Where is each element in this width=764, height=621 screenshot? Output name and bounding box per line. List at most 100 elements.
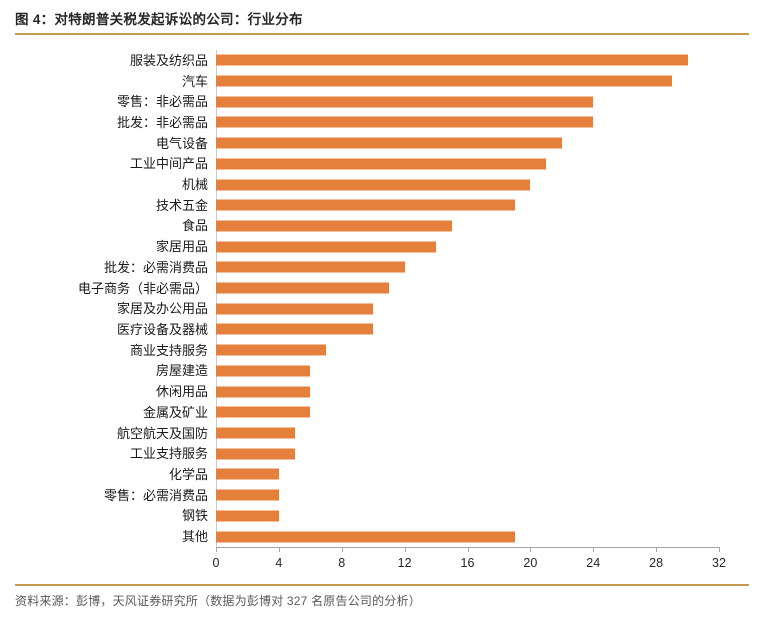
bar-track [216,298,719,319]
bar-chart-rows: 服装及纺织品汽车零售：非必需品批发：非必需品电气设备工业中间产品机械技术五金食品… [0,50,719,547]
bar [216,303,374,315]
x-tick-mark [530,547,532,552]
bar-row: 服装及纺织品 [0,50,719,71]
bar [216,489,279,501]
category-label: 汽车 [181,73,208,89]
bar [216,241,437,253]
bar [216,282,389,294]
x-tick-label: 20 [523,556,538,570]
x-tick-mark [593,547,595,552]
category-label: 零售：必需消费品 [103,487,208,503]
bar-row: 零售：非必需品 [0,91,719,112]
x-tick-mark [719,547,720,552]
x-tick-label: 0 [212,556,220,570]
category-label: 家居及办公用品 [116,301,208,317]
category-label: 休闲用品 [155,384,208,400]
x-tick-label: 4 [275,556,283,570]
bar-row: 电子商务（非必需品） [0,278,719,299]
category-label: 工业中间产品 [129,156,208,172]
x-tick-label: 32 [712,556,726,570]
bar [216,510,279,522]
bar-track [216,71,719,92]
category-label: 工业支持服务 [129,446,208,462]
bar-row: 化学品 [0,464,719,485]
bar-row: 医疗设备及器械 [0,319,719,340]
bar-row: 家居用品 [0,236,719,257]
bar-row: 食品 [0,216,719,237]
bar [216,75,672,87]
bar-track [216,112,719,133]
bar-track [216,133,719,154]
category-label: 其他 [181,529,208,545]
bar-track [216,236,719,257]
category-label: 电气设备 [155,135,208,151]
category-label: 化学品 [168,466,208,482]
x-tick-mark [278,547,280,552]
category-label: 金属及矿业 [142,404,208,420]
bar-row: 金属及矿业 [0,402,719,423]
bar [216,137,562,149]
bar-track [216,505,719,526]
bar [216,179,531,191]
bar-row: 零售：必需消费品 [0,485,719,506]
bar-row: 技术五金 [0,195,719,216]
x-tick-mark [656,547,658,552]
bar-track [216,319,719,340]
bar [216,531,515,543]
bar-track [216,216,719,237]
source-note: 资料来源：彭博，天风证券研究所（数据为彭博对 327 名原告公司的分析） [15,594,421,608]
category-label: 批发：非必需品 [116,114,208,130]
bar-row: 家居及办公用品 [0,298,719,319]
bar-row: 汽车 [0,71,719,92]
category-label: 技术五金 [155,197,208,213]
x-tick-label: 8 [338,556,346,570]
bar-row: 房屋建造 [0,361,719,382]
bar-track [216,443,719,464]
bar-track [216,154,719,175]
category-label: 医疗设备及器械 [116,321,208,337]
bar-track [216,423,719,444]
bar [216,427,295,439]
bar [216,468,279,480]
bar [216,116,594,128]
bar-track [216,174,719,195]
footer-rule [15,584,749,586]
category-label: 电子商务（非必需品） [77,280,208,296]
bar-track [216,485,719,506]
bar [216,261,405,273]
bar [216,406,311,418]
bar-row: 电气设备 [0,133,719,154]
bar-row: 商业支持服务 [0,340,719,361]
bar-track [216,381,719,402]
category-label: 机械 [181,177,208,193]
bar-track [216,526,719,547]
category-label: 家居用品 [155,239,208,255]
page-title: 图 4：对特朗普关税发起诉讼的公司：行业分布 [15,12,303,27]
bar-row: 批发：非必需品 [0,112,719,133]
bar-track [216,278,719,299]
category-label: 批发：必需消费品 [103,259,208,275]
bar [216,344,327,356]
bar-row: 批发：必需消费品 [0,257,719,278]
x-tick-mark [467,547,469,552]
bar-row: 休闲用品 [0,381,719,402]
bar-track [216,402,719,423]
category-label: 商业支持服务 [129,342,208,358]
category-label: 钢铁 [181,508,208,524]
bar-track [216,50,719,71]
bar-row: 航空航天及国防 [0,423,719,444]
bar-track [216,361,719,382]
bar-row: 钢铁 [0,505,719,526]
bar [216,54,688,66]
y-axis-line [216,50,217,547]
bar-track [216,195,719,216]
x-tick-label: 16 [460,556,475,570]
bar-row: 工业中间产品 [0,154,719,175]
x-tick-mark [404,547,406,552]
bar [216,323,374,335]
bar-track [216,257,719,278]
category-label: 食品 [181,218,208,234]
category-label: 服装及纺织品 [129,52,208,68]
bar-track [216,464,719,485]
